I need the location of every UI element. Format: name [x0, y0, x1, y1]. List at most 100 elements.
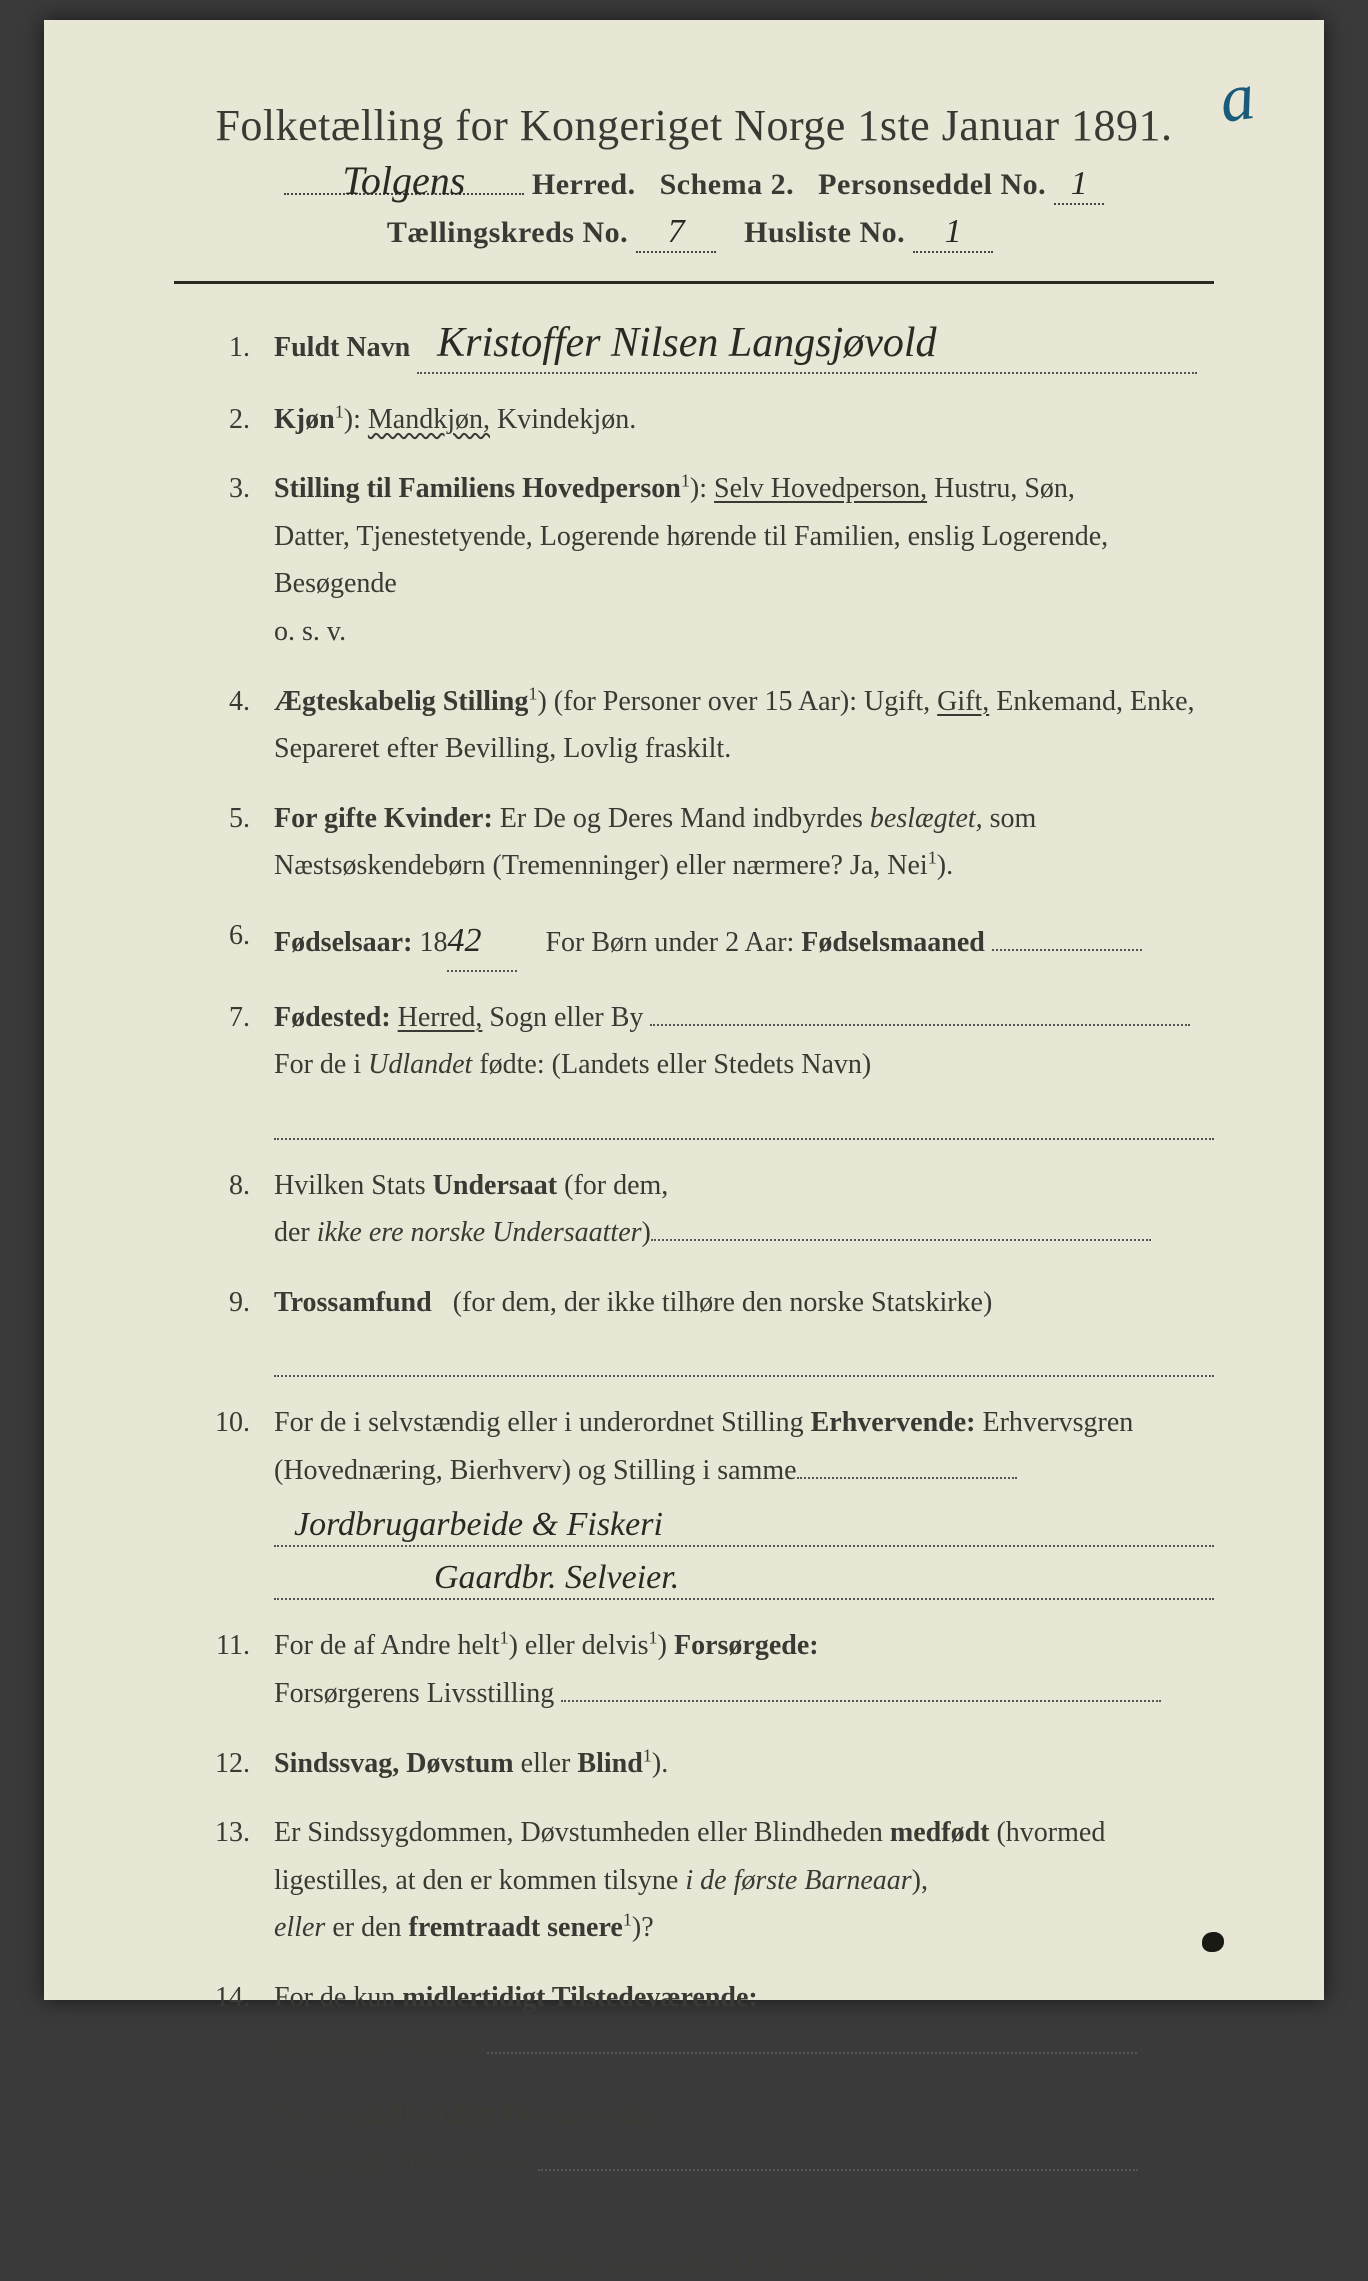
footnote-text: ) De for hvert Tilfælde passende Ord und…: [266, 2249, 984, 2280]
q5-label: For gifte Kvinder:: [274, 803, 493, 834]
personseddel-value: 1: [1054, 165, 1104, 205]
q3-selected: Selv Hovedperson,: [714, 473, 927, 504]
q5-italic: beslægtet,: [870, 803, 983, 834]
q2-selected: Mandkjøn,: [368, 404, 490, 435]
q11-text: eller delvis: [525, 1630, 649, 1661]
q8-text: der: [274, 1217, 310, 1248]
document-page: a Folketælling for Kongeriget Norge 1ste…: [44, 20, 1324, 2000]
item-number: 8.: [204, 1162, 274, 1257]
q5-text: Næstsøskendebørn (Tremenninger) eller næ…: [274, 850, 928, 881]
q7-selected: Herred,: [398, 1002, 483, 1033]
q11-label: Forsørgede:: [674, 1630, 819, 1661]
q1-value: Kristoffer Nilsen Langsjøvold: [437, 320, 936, 366]
census-title: Folketælling for Kongeriget Norge 1ste J…: [174, 100, 1214, 151]
q10-handwritten-2: Gaardbr. Selveier.: [274, 1549, 1214, 1600]
q4-label: Ægteskabelig Stilling: [274, 686, 528, 717]
item-number: 3.: [204, 465, 274, 655]
q7-blank: [650, 1024, 1190, 1026]
item-number: 9.: [204, 1279, 274, 1377]
item-number: 15.: [204, 2091, 274, 2186]
sup: 1: [681, 471, 690, 491]
q3-text: Hustru, Søn,: [934, 473, 1075, 504]
sup: 1: [335, 401, 344, 421]
q8-blank: [651, 1239, 1151, 1241]
q13-label: medfødt: [890, 1817, 990, 1848]
q3-label: Stilling til Familiens Hovedperson: [274, 473, 681, 504]
item-number: 1.: [204, 324, 274, 374]
q6-text: For Børn under 2 Aar:: [545, 927, 794, 958]
personseddel-label: Personseddel No.: [818, 168, 1046, 202]
item-number: 13.: [204, 1809, 274, 1952]
ink-blot: [1202, 1932, 1224, 1952]
q13-italic: eller: [274, 1912, 325, 1943]
q13-text: er den: [332, 1912, 401, 1943]
q6-label: Fødselsaar:: [274, 927, 412, 958]
q14-text: For de kun: [274, 1982, 395, 2013]
q10-label: Erhvervende:: [811, 1407, 976, 1438]
q14-text: sædvanligt Bosted: [274, 2030, 480, 2061]
q13-text: (hvormed: [996, 1817, 1105, 1848]
sup: 1: [623, 1910, 632, 1930]
item-1: 1. Fuldt Navn Kristoffer Nilsen Langsjøv…: [204, 324, 1214, 374]
q15-text: antageligt Opholdssted: [274, 2147, 531, 2178]
sup: 1: [500, 1628, 509, 1648]
q9-label: Trossamfund: [274, 1287, 432, 1318]
q10-blank: [797, 1477, 1017, 1479]
q6-value: 42: [447, 922, 481, 959]
item-7: 7. Fødested: Herred, Sogn eller By For d…: [204, 994, 1214, 1140]
item-number: 10.: [204, 1399, 274, 1600]
q6-prefix: 18: [419, 927, 447, 958]
sup: 1: [643, 1745, 652, 1765]
item-number: 4.: [204, 678, 274, 773]
item-2: 2. Kjøn1): Mandkjøn, Kvindekjøn.: [204, 396, 1214, 444]
q7-blank-line: [274, 1095, 1214, 1140]
q13-label2: fremtraadt senere: [409, 1912, 623, 1943]
q12-label2: Blind: [577, 1748, 642, 1779]
herred-label: Herred.: [532, 168, 636, 202]
herred-value: Tolgens: [284, 169, 524, 195]
item-number: 11.: [204, 1622, 274, 1717]
item-14: 14. For de kun midlertidigt Tilstedevære…: [204, 1974, 1214, 2069]
item-number: 14.: [204, 1974, 274, 2069]
sup: 1: [649, 1628, 658, 1648]
q7-italic: Udlandet: [368, 1049, 472, 1080]
q7-text: For de i: [274, 1049, 361, 1080]
item-number: 6.: [204, 912, 274, 972]
q8-text: Hvilken Stats: [274, 1170, 426, 1201]
item-number: 2.: [204, 396, 274, 444]
husliste-value: 1: [913, 213, 993, 253]
q7-label: Fødested:: [274, 1002, 391, 1033]
item-number: 12.: [204, 1740, 274, 1788]
q14-label: midlertidigt Tilstedeværende:: [402, 1982, 757, 2013]
q2-option: Kvindekjøn.: [497, 404, 636, 435]
form-items: 1. Fuldt Navn Kristoffer Nilsen Langsjøv…: [174, 324, 1214, 2186]
item-9: 9. Trossamfund (for dem, der ikke tilhør…: [204, 1279, 1214, 1377]
q6-label2: Fødselsmaaned: [801, 927, 985, 958]
q10-handwritten-1: Jordbrugarbeide & Fiskeri: [274, 1496, 1214, 1547]
q8-italic: ikke ere norske Undersaatter: [317, 1217, 642, 1248]
q13-text: Er Sindssygdommen, Døvstumheden eller Bl…: [274, 1817, 883, 1848]
q4-selected: Gift,: [937, 686, 989, 717]
q15-blank: [538, 2169, 1138, 2171]
item-8: 8. Hvilken Stats Undersaat (for dem, der…: [204, 1162, 1214, 1257]
q4-text: Ugift,: [864, 686, 930, 717]
footnote-sup: 1: [254, 2246, 266, 2266]
footnote: 1) De for hvert Tilfælde passende Ord un…: [174, 2246, 1214, 2280]
q3-osv: o. s. v.: [274, 608, 1214, 656]
item-13: 13. Er Sindssygdommen, Døvstumheden elle…: [204, 1809, 1214, 1952]
q3-text: Datter, Tjenestetyende, Logerende hørend…: [274, 513, 1214, 608]
item-11: 11. For de af Andre helt1) eller delvis1…: [204, 1622, 1214, 1717]
q11-blank: [561, 1700, 1161, 1702]
item-6: 6. Fødselsaar: 1842 For Børn under 2 Aar…: [204, 912, 1214, 972]
q13-italic: i de første Barneaar: [685, 1865, 911, 1896]
item-5: 5. For gifte Kvinder: Er De og Deres Man…: [204, 795, 1214, 890]
q9-blank-line: [274, 1333, 1214, 1378]
q14-blank: [487, 2052, 1137, 2054]
q15-text: For de: [274, 2099, 346, 2130]
q8-text: (for dem,: [564, 1170, 668, 1201]
q9-text: (for dem, der ikke tilhøre den norske St…: [453, 1287, 993, 1318]
q11-text: For de af Andre helt: [274, 1630, 500, 1661]
kreds-label: Tællingskreds No.: [387, 216, 628, 250]
item-4: 4. Ægteskabelig Stilling1) (for Personer…: [204, 678, 1214, 773]
q5-text: Er De og Deres Mand indbyrdes: [500, 803, 863, 834]
